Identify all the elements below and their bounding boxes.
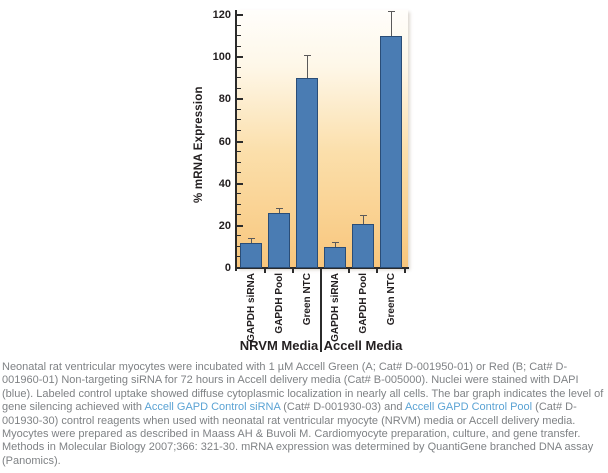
y-major-tick	[237, 224, 243, 227]
y-minor-tick	[237, 66, 241, 68]
y-major-tick	[237, 56, 243, 59]
y-minor-tick	[237, 35, 241, 37]
y-minor-tick	[237, 203, 241, 205]
error-bar	[307, 55, 308, 78]
y-major-tick	[237, 14, 243, 16]
y-minor-tick	[237, 161, 241, 163]
plot-area	[237, 10, 408, 268]
error-bar	[363, 215, 364, 224]
x-tick	[376, 269, 378, 273]
y-minor-tick	[237, 235, 241, 237]
y-axis	[235, 10, 237, 271]
x-label: GAPDH siRNA	[246, 273, 257, 342]
group-divider	[320, 268, 322, 352]
caption-text: (Cat# D-001930-30) control reagents when…	[2, 401, 594, 467]
y-minor-tick	[237, 193, 241, 195]
error-bar-cap	[332, 242, 339, 243]
group-label: Accell Media	[323, 338, 403, 353]
bar-green-ntc	[296, 78, 318, 268]
y-tick-label: 20	[218, 219, 231, 232]
caption-text: Neonatal rat ventricular myocytes were i…	[2, 361, 604, 414]
error-bar-cap	[276, 208, 283, 209]
y-major-tick	[237, 98, 243, 101]
y-tick-label: 40	[218, 177, 231, 190]
x-label: GAPDH Pool	[358, 273, 369, 334]
error-bar-cap	[248, 238, 255, 239]
bar-gapdh-sirna	[240, 243, 262, 268]
x-tick	[264, 269, 266, 273]
error-bar-cap	[360, 215, 367, 216]
bar-gapdh-pool	[268, 213, 290, 268]
y-major-tick	[237, 140, 243, 143]
x-label: GAPDH siRNA	[330, 273, 341, 342]
y-tick-label: 120	[212, 9, 231, 21]
caption-link[interactable]: Accell GAPD Control Pool	[404, 401, 533, 414]
y-tick-label: 0	[224, 262, 231, 274]
x-tick	[348, 269, 350, 273]
error-bar-cap	[388, 11, 395, 12]
y-minor-tick	[237, 129, 241, 131]
y-minor-tick	[237, 214, 241, 216]
figure-caption: Neonatal rat ventricular myocytes were i…	[2, 361, 606, 468]
y-minor-tick	[237, 77, 241, 79]
y-major-tick	[237, 182, 243, 185]
y-major-tick	[237, 267, 243, 269]
bar-gapdh-sirna	[324, 247, 346, 268]
error-bar-cap	[304, 55, 311, 56]
y-tick-label: 60	[218, 135, 231, 148]
y-minor-tick	[237, 87, 241, 89]
y-minor-tick	[237, 245, 241, 247]
y-minor-tick	[237, 45, 241, 47]
error-bar	[391, 11, 392, 36]
y-minor-tick	[237, 24, 241, 26]
y-minor-tick	[237, 151, 241, 153]
caption-text: (Cat# D-001930-03) and	[280, 401, 405, 414]
y-minor-tick	[237, 256, 241, 258]
bar-gapdh-pool	[352, 224, 374, 268]
y-minor-tick	[237, 172, 241, 174]
x-tick	[292, 269, 294, 273]
group-label: NRVM Media	[239, 338, 319, 353]
x-tick	[404, 269, 406, 273]
error-bar	[335, 242, 336, 247]
y-tick-label: 100	[212, 51, 231, 64]
x-axis	[235, 267, 409, 269]
error-bar	[279, 208, 280, 213]
x-label: Green NTC	[386, 273, 397, 326]
x-label: GAPDH Pool	[274, 273, 285, 334]
x-label: Green NTC	[302, 273, 313, 326]
error-bar	[251, 238, 252, 243]
y-tick-label: 80	[218, 93, 231, 106]
bar-green-ntc	[380, 36, 402, 268]
caption-link[interactable]: Accell GAPD Control siRNA	[144, 401, 281, 414]
y-minor-tick	[237, 119, 241, 121]
y-minor-tick	[237, 108, 241, 110]
